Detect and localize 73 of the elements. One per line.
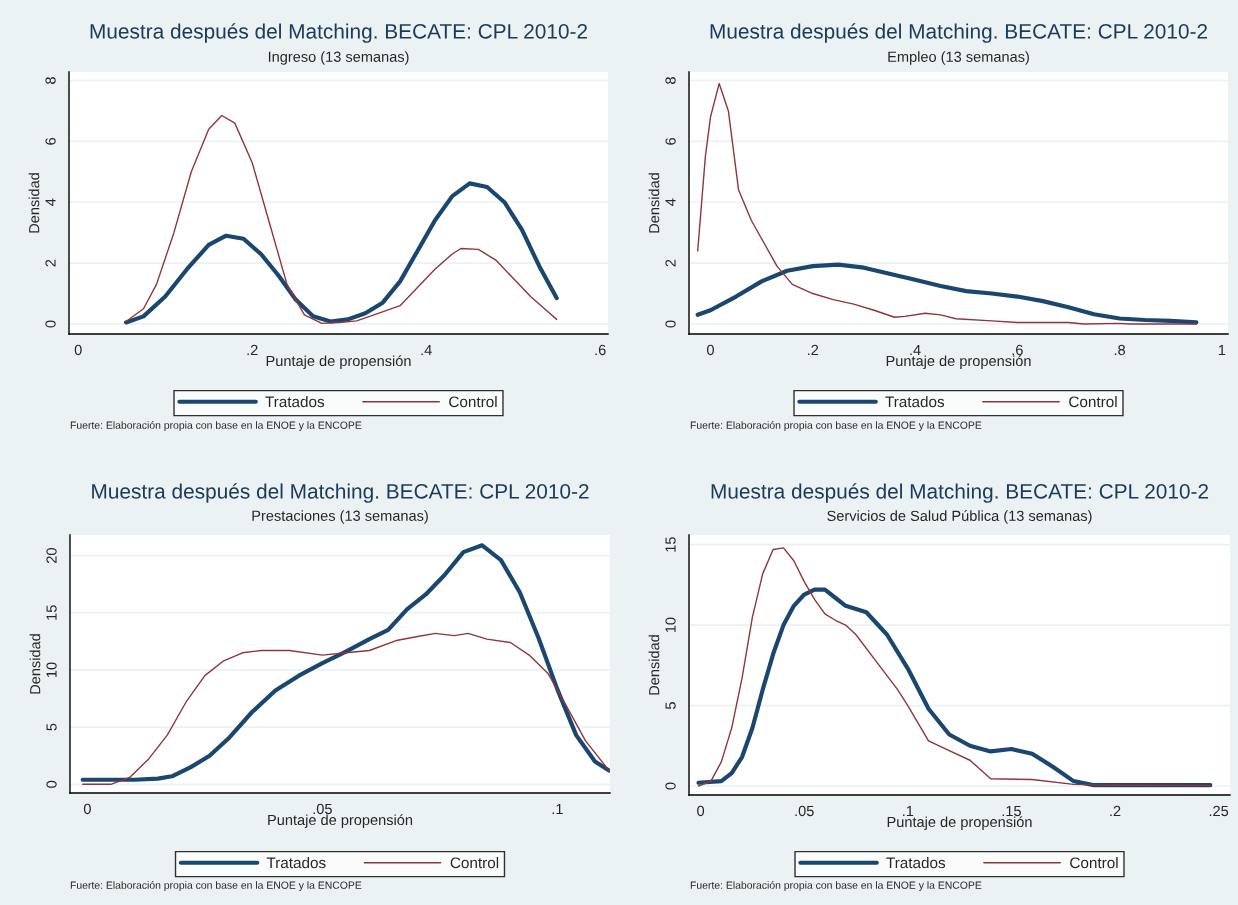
x-tick-label: .2 xyxy=(247,344,258,355)
x-tick-label: .1 xyxy=(552,803,563,814)
x-axis-title: Puntaje de propensión xyxy=(886,355,1031,369)
x-tick-label: .6 xyxy=(1012,344,1023,356)
legend-label: Tratados xyxy=(886,856,946,869)
x-tick-label: 1 xyxy=(1218,344,1226,355)
x-tick-label: 0 xyxy=(83,803,91,815)
y-tick-label: 5 xyxy=(46,723,57,731)
x-tick-label: .2 xyxy=(808,344,819,355)
y-axis-title: Densidad xyxy=(648,173,660,233)
x-tick-label: .15 xyxy=(1002,805,1021,817)
y-tick-label: 10 xyxy=(46,662,57,677)
x-tick-label: .05 xyxy=(313,803,332,815)
y-axis-title: Densidad xyxy=(29,634,41,694)
y-tick-label: 0 xyxy=(665,320,676,328)
y-tick-label: 8 xyxy=(665,77,676,84)
text: Fuerte: Elaboración propia con base en la ENOE y la ENCOPE xyxy=(70,881,362,891)
x-axis-title: Puntaje de propensión xyxy=(268,814,413,828)
y-tick-label: 20 xyxy=(46,548,57,563)
chart-title: Muestra después del Matching. BECATE: CPL 2010-2 xyxy=(90,23,588,43)
chart-title: Muestra después del Matching. BECATE: CPL 2010-2 xyxy=(711,483,1209,503)
line-series xyxy=(697,547,1212,787)
legend-label: Control xyxy=(1069,395,1117,408)
y-tick-label: 6 xyxy=(45,137,56,145)
text: Fuerte: Elaboración propia con base en la ENOE y la ENCOPE xyxy=(70,421,362,431)
x-tick-label: .8 xyxy=(1114,344,1126,356)
x-tick-label: .6 xyxy=(595,344,606,356)
x-axis-title: Puntaje de propensión xyxy=(266,355,411,369)
y-tick-label: 5 xyxy=(665,702,676,710)
chart-subtitle: Ingreso (13 semanas) xyxy=(268,51,409,65)
chart-subtitle: Empleo (13 semanas) xyxy=(888,51,1029,65)
y-tick-label: 2 xyxy=(665,259,676,267)
y-tick-label: 4 xyxy=(45,198,56,206)
y-tick-label: 8 xyxy=(45,77,56,84)
legend-label: Control xyxy=(1070,856,1118,869)
x-axis-title: Puntaje de propensión xyxy=(887,816,1032,830)
line-series xyxy=(695,262,1199,325)
y-tick-label: 15 xyxy=(46,605,57,620)
y-tick-label: 0 xyxy=(45,320,56,328)
y-tick-label: 2 xyxy=(45,259,56,267)
y-tick-label: 15 xyxy=(665,537,676,552)
legend-label: Control xyxy=(450,856,499,869)
line-series xyxy=(125,114,558,325)
x-tick-label: .4 xyxy=(910,344,921,355)
legend-label: Tratados xyxy=(885,395,945,408)
x-tick-label: 0 xyxy=(697,805,705,817)
legend-label: Tratados xyxy=(265,395,325,408)
x-tick-label: .1 xyxy=(903,805,914,816)
chart-subtitle: Prestaciones (13 semanas) xyxy=(252,510,428,524)
x-tick-label: .4 xyxy=(421,344,432,355)
line-series xyxy=(696,82,1197,325)
x-tick-label: 0 xyxy=(74,344,82,356)
legend-label: Tratados xyxy=(266,856,326,869)
y-axis-title: Densidad xyxy=(648,635,660,695)
line-series xyxy=(123,181,559,325)
x-tick-label: .05 xyxy=(795,805,814,817)
line-series xyxy=(81,632,610,786)
chart-title: Muestra después del Matching. BECATE: CPL 2010-2 xyxy=(710,23,1208,43)
text: Fuerte: Elaboración propia con base en la ENOE y la ENCOPE xyxy=(690,881,982,891)
x-tick-label: .25 xyxy=(1209,805,1229,817)
chart-subtitle: Servicios de Salud Pública (13 semanas) xyxy=(827,510,1092,524)
x-tick-label: .2 xyxy=(1110,805,1121,816)
legend-label: Control xyxy=(449,395,497,408)
line-series xyxy=(80,543,610,782)
y-tick-label: 0 xyxy=(46,780,57,788)
y-tick-label: 6 xyxy=(665,137,676,145)
y-tick-label: 0 xyxy=(665,782,676,790)
chart-title: Muestra después del Matching. BECATE: CPL 2010-2 xyxy=(92,483,589,503)
y-tick-label: 4 xyxy=(665,198,676,206)
x-tick-label: 0 xyxy=(706,344,714,356)
text: Fuerte: Elaboración propia con base en la ENOE y la ENCOPE xyxy=(690,421,982,431)
y-tick-label: 10 xyxy=(665,617,676,633)
y-axis-title: Densidad xyxy=(28,173,40,233)
